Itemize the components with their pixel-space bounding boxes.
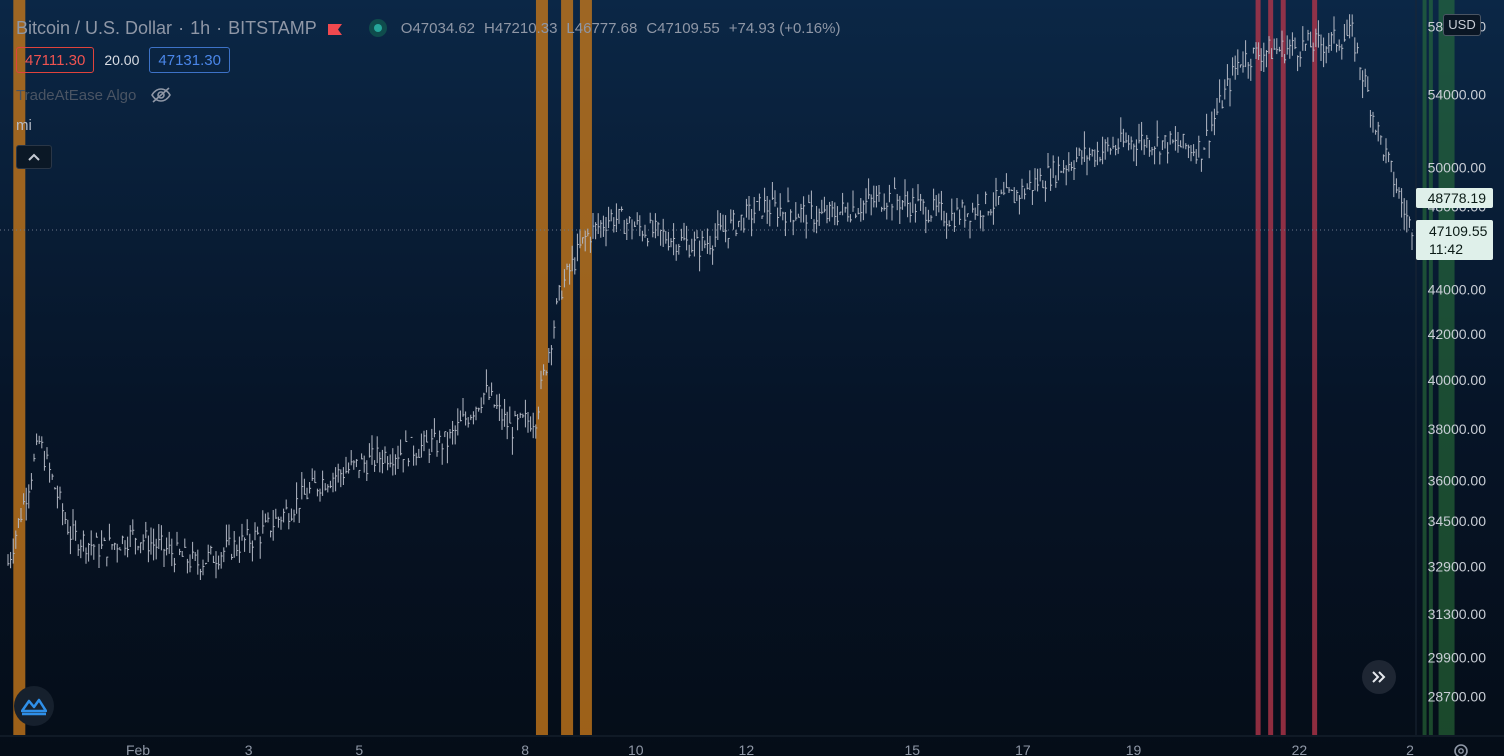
buy-button[interactable]: 47131.30 <box>149 47 230 73</box>
signal-band-orange <box>579 0 592 735</box>
spread-value: 20.00 <box>104 52 140 68</box>
time-axis-tick: Feb <box>126 742 150 756</box>
price-axis-tick: 54000.00 <box>1428 86 1487 102</box>
time-axis-tick: 15 <box>904 742 920 756</box>
price-axis-tick: 44000.00 <box>1428 281 1487 297</box>
currency-badge[interactable]: USD <box>1443 14 1481 36</box>
signal-band-green <box>1428 0 1433 735</box>
chevron-up-icon <box>28 153 40 161</box>
time-axis-tick: 22 <box>1292 742 1308 756</box>
time-axis-tick: 10 <box>628 742 644 756</box>
price-axis-tick: 36000.00 <box>1428 473 1487 489</box>
trade-panel: 47111.30 20.00 47131.30 <box>16 47 230 73</box>
interval-label[interactable]: 1h <box>190 17 211 38</box>
eye-off-icon[interactable] <box>150 86 172 104</box>
market-status-icon <box>368 19 387 37</box>
separator: · <box>178 17 185 38</box>
signal-band-red <box>1312 0 1318 735</box>
signal-band-orange <box>561 0 574 735</box>
change-value: +74.93 (+0.16%) <box>728 19 841 37</box>
sell-button[interactable]: 47111.30 <box>16 47 95 73</box>
symbol-header[interactable]: Bitcoin / U.S. Dollar · 1h · BITSTAMP O4… <box>16 16 840 40</box>
price-axis-tick: 29900.00 <box>1428 649 1487 665</box>
exchange-label[interactable]: BITSTAMP <box>228 17 317 38</box>
signal-band-orange <box>13 0 26 735</box>
signal-band-orange <box>535 0 548 735</box>
time-axis-tick: 3 <box>245 742 253 756</box>
time-axis-tick: 17 <box>1015 742 1031 756</box>
current-price-label: 47109.55 11:42 <box>1416 220 1493 260</box>
indicator-name[interactable]: TradeAtEase Algo <box>16 86 137 104</box>
tradingview-logo-button[interactable] <box>14 686 54 726</box>
signal-band-red <box>1268 0 1274 735</box>
gear-icon[interactable] <box>1450 740 1472 756</box>
signal-band-red <box>1255 0 1261 735</box>
time-axis-tick: 19 <box>1126 742 1142 756</box>
price-axis-tick: 28700.00 <box>1428 688 1487 704</box>
price-axis-tick: 38000.00 <box>1428 421 1487 437</box>
bar-countdown: 11:42 <box>1429 241 1463 257</box>
low-value: L46777.68 <box>566 19 638 37</box>
time-axis-tick: 2 <box>1406 742 1414 756</box>
price-axis-tick: 42000.00 <box>1428 326 1487 342</box>
current-price-value: 47109.55 <box>1429 223 1488 239</box>
indicator-legend[interactable]: TradeAtEase Algo <box>16 86 172 104</box>
price-axis-tick: 40000.00 <box>1428 372 1487 388</box>
signal-band-green <box>1422 0 1427 735</box>
ohlc-values: O47034.62 H47210.33 L46777.68 C47109.55 … <box>401 20 841 37</box>
time-axis-tick: 12 <box>739 742 755 756</box>
marker-price-label: 48778.19 <box>1416 188 1493 208</box>
double-chevron-right-icon <box>1372 671 1386 683</box>
scroll-to-realtime-button[interactable] <box>1362 660 1396 694</box>
signal-band-green <box>1438 0 1455 735</box>
price-axis-tick: 32900.00 <box>1428 558 1487 574</box>
logo-icon <box>21 698 47 716</box>
close-value: C47109.55 <box>646 19 720 37</box>
signal-band-red <box>1280 0 1286 735</box>
time-axis-tick: 5 <box>355 742 363 756</box>
time-axis[interactable]: Feb 3 5 8 10 12 15 17 19 22 2 <box>126 742 1414 756</box>
price-axis-tick: 34500.00 <box>1428 513 1487 529</box>
open-value: O47034.62 <box>400 19 476 37</box>
symbol-name[interactable]: Bitcoin / U.S. Dollar <box>16 17 173 38</box>
high-value: H47210.33 <box>484 19 558 37</box>
price-axis-tick: 50000.00 <box>1428 160 1487 176</box>
price-axis-tick: 31300.00 <box>1428 606 1487 622</box>
collapse-legend-button[interactable] <box>16 145 52 169</box>
separator: · <box>216 17 223 38</box>
price-axis[interactable]: 58000.0054000.0050000.0048000.0044000.00… <box>1428 18 1487 704</box>
time-axis-tick: 8 <box>521 742 529 756</box>
mi-indicator-label[interactable]: mi <box>16 117 32 134</box>
flag-icon[interactable] <box>327 21 343 35</box>
